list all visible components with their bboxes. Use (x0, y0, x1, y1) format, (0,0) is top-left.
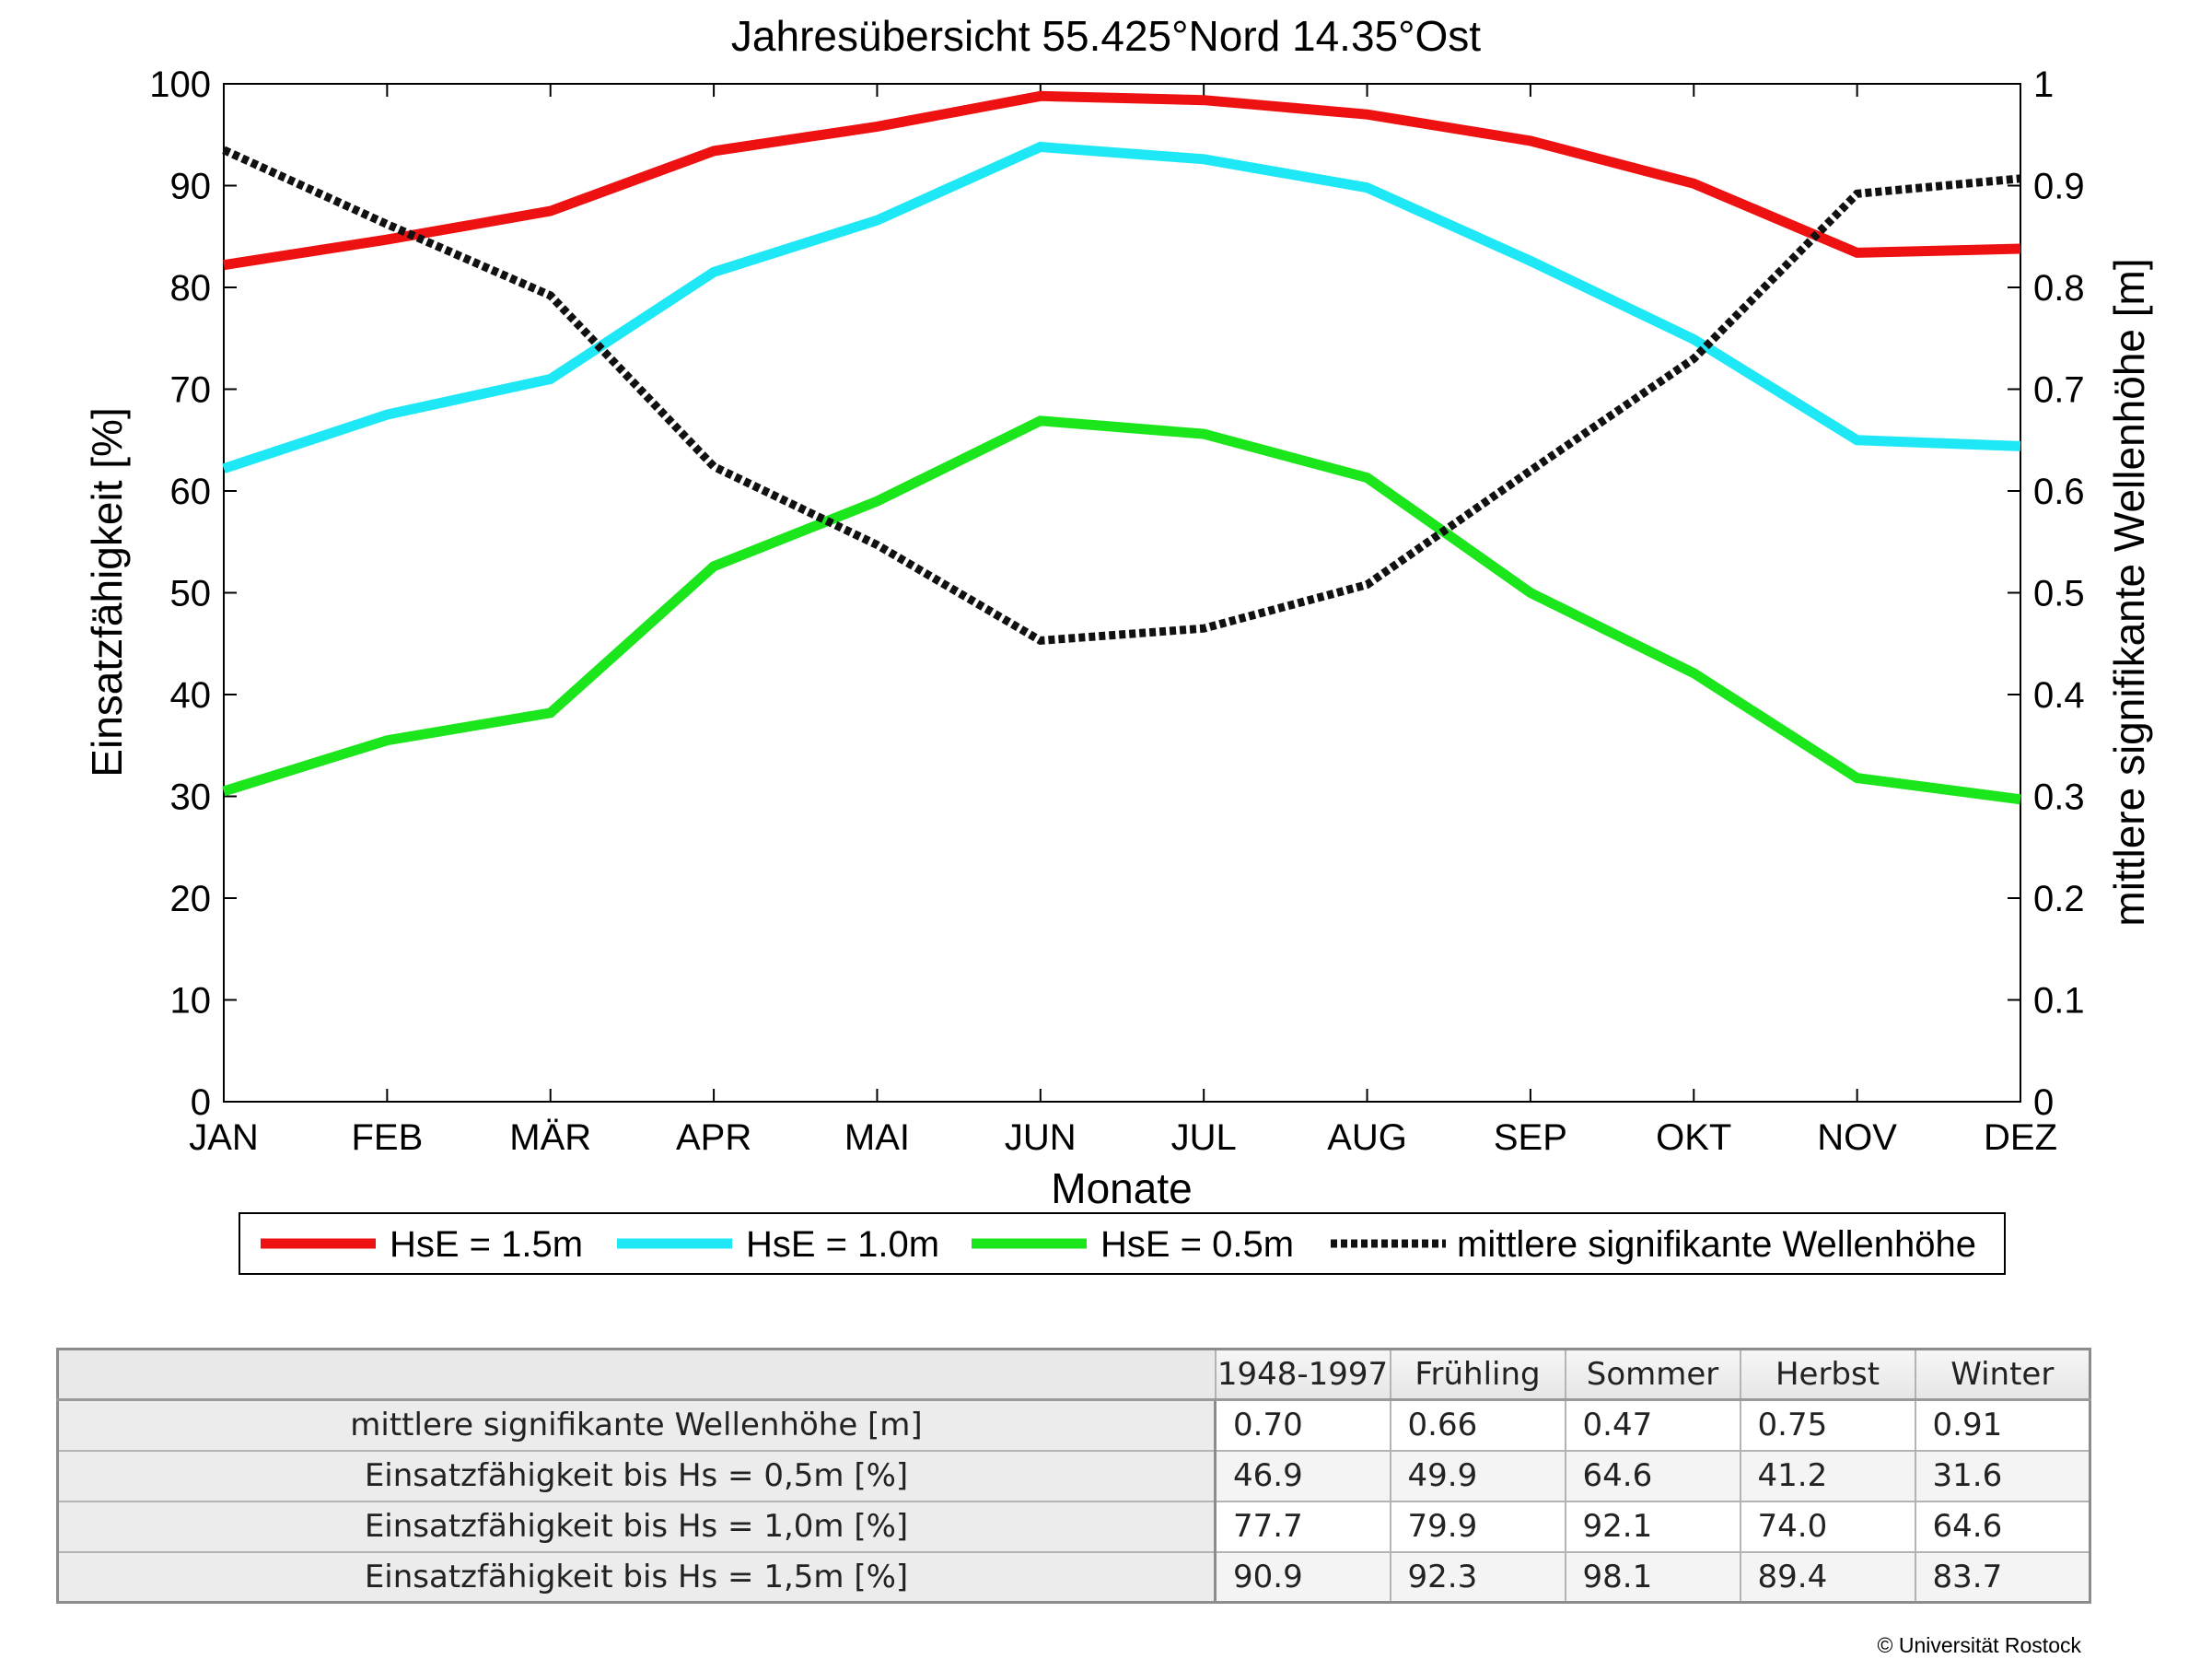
table-header-autumn: Herbst (1739, 1348, 1916, 1401)
table-row: Einsatzfähigkeit bis Hs = 1,5m [%] 90.9 … (56, 1550, 2091, 1604)
table-cell: 0.66 (1389, 1398, 1566, 1452)
series-line-0 (223, 90, 2021, 271)
table-cell: 74.0 (1739, 1500, 1916, 1553)
y-tick-label: 100 (149, 64, 211, 105)
y-tick-label: 40 (170, 675, 212, 716)
y2-axis-title: mittlere signifikante Wellenhöhe [m] (2105, 258, 2153, 926)
x-tick-label: JAN (189, 1117, 259, 1158)
table-cell: 89.4 (1739, 1550, 1916, 1604)
table-header-period: 1948-1997 (1214, 1348, 1391, 1401)
y2-tick-label: 0.2 (2033, 879, 2085, 919)
y-tick-label: 30 (170, 777, 212, 818)
x-tick-label: DEZ (1984, 1117, 2057, 1158)
legend-label-2: HsE = 0.5m (1100, 1224, 1294, 1265)
y-tick-label: 90 (170, 167, 212, 207)
x-tick-label: APR (676, 1117, 751, 1158)
table-cell: 90.9 (1214, 1550, 1391, 1604)
legend-label-1: HsE = 1.0m (746, 1224, 939, 1265)
y2-tick-label: 0.9 (2033, 167, 2085, 207)
legend-label-0: HsE = 1.5m (390, 1224, 583, 1265)
plot-area (223, 83, 2021, 1103)
table-header-summer: Sommer (1564, 1348, 1741, 1401)
x-tick-label: JUL (1171, 1117, 1237, 1158)
series-line-2 (222, 415, 2021, 805)
x-tick-label: MAI (844, 1117, 910, 1158)
x-tick-label: MÄR (509, 1117, 591, 1158)
x-tick-label: SEP (1494, 1117, 1567, 1158)
row-label: Einsatzfähigkeit bis Hs = 1,0m [%] (56, 1500, 1217, 1553)
table-cell: 64.6 (1564, 1449, 1741, 1502)
table-cell: 0.75 (1739, 1398, 1916, 1452)
table-row: mittlere signifikante Wellenhöhe [m] 0.7… (56, 1398, 2091, 1452)
row-label: Einsatzfähigkeit bis Hs = 1,5m [%] (56, 1550, 1217, 1604)
x-axis-title: Monate (1051, 1164, 1192, 1212)
y-tick-label: 20 (170, 879, 212, 919)
y-tick-label: 50 (170, 574, 212, 614)
table-cell: 92.1 (1564, 1500, 1741, 1553)
table-cell: 31.6 (1914, 1449, 2091, 1502)
table-cell: 77.7 (1214, 1500, 1391, 1553)
x-tick-label: FEB (351, 1117, 423, 1158)
table-cell: 79.9 (1389, 1500, 1566, 1553)
table-cell: 0.47 (1564, 1398, 1741, 1452)
table-cell: 64.6 (1914, 1500, 2091, 1553)
table-cell: 83.7 (1914, 1550, 2091, 1604)
table-cell: 92.3 (1389, 1550, 1566, 1604)
table-cell: 0.91 (1914, 1398, 2091, 1452)
stats-table: 1948-1997 Frühling Sommer Herbst Winter … (56, 1348, 2091, 1604)
y2-tick-label: 0.5 (2033, 574, 2085, 614)
table-header-winter: Winter (1914, 1348, 2091, 1401)
table-header-row: 1948-1997 Frühling Sommer Herbst Winter (56, 1348, 2091, 1401)
table-cell: 46.9 (1214, 1449, 1391, 1502)
y2-tick-label: 0.6 (2033, 472, 2085, 512)
series-line-1 (222, 141, 2021, 473)
y2-tick-label: 0.4 (2033, 675, 2085, 716)
x-tick-label: AUG (1327, 1117, 1407, 1158)
y2-tick-label: 0 (2033, 1082, 2054, 1123)
y2-tick-label: 0.7 (2033, 370, 2085, 411)
x-tick-label: OKT (1656, 1117, 1731, 1158)
y2-tick-label: 0.8 (2033, 268, 2085, 309)
legend-box (239, 1212, 2006, 1275)
table-cell: 98.1 (1564, 1550, 1741, 1604)
lines-layer (222, 90, 2021, 805)
ticks-layer: JAN FEB MÄR APR MAI JUN JUL AUG SEP OKT NOV DEZ0102… (149, 64, 2084, 1158)
y-tick-label: 80 (170, 268, 212, 309)
y-tick-label: 0 (191, 1082, 211, 1123)
table-cell: 0.70 (1214, 1398, 1391, 1452)
y-tick-label: 70 (170, 370, 212, 411)
copyright-notice: © Universität Rostock (1877, 1633, 2081, 1657)
legend-label-3: mittlere signifikante Wellenhöhe (1457, 1224, 1976, 1265)
row-label: mittlere signifikante Wellenhöhe [m] (56, 1398, 1217, 1452)
table-row: Einsatzfähigkeit bis Hs = 0,5m [%] 46.9 … (56, 1449, 2091, 1502)
x-tick-label: JUN (1005, 1117, 1077, 1158)
x-tick-label: NOV (1817, 1117, 1897, 1158)
y-axis-title: Einsatzfähigkeit [%] (83, 407, 131, 777)
y2-tick-label: 0.1 (2033, 981, 2085, 1022)
table-corner-cell (56, 1348, 1217, 1401)
y-tick-label: 60 (170, 472, 212, 512)
legend: HsE = 1.5m HsE = 1.0m HsE = 0.5m mittlere s… (239, 1212, 2006, 1275)
table-cell: 49.9 (1389, 1449, 1566, 1502)
table-cell: 41.2 (1739, 1449, 1916, 1502)
y2-tick-label: 0.3 (2033, 777, 2085, 818)
table-header-spring: Frühling (1389, 1348, 1566, 1401)
y2-tick-label: 1 (2033, 64, 2054, 105)
chart-title: Jahresübersicht 55.425°Nord 14.35°Ost (731, 12, 1481, 60)
y-tick-label: 10 (170, 981, 212, 1022)
table-row: Einsatzfähigkeit bis Hs = 1,0m [%] 77.7 … (56, 1500, 2091, 1553)
row-label: Einsatzfähigkeit bis Hs = 0,5m [%] (56, 1449, 1217, 1502)
series-line-3 (222, 146, 2021, 645)
chart: Jahresübersicht 55.425°Nord 14.35°Ost JA… (83, 12, 2153, 1275)
